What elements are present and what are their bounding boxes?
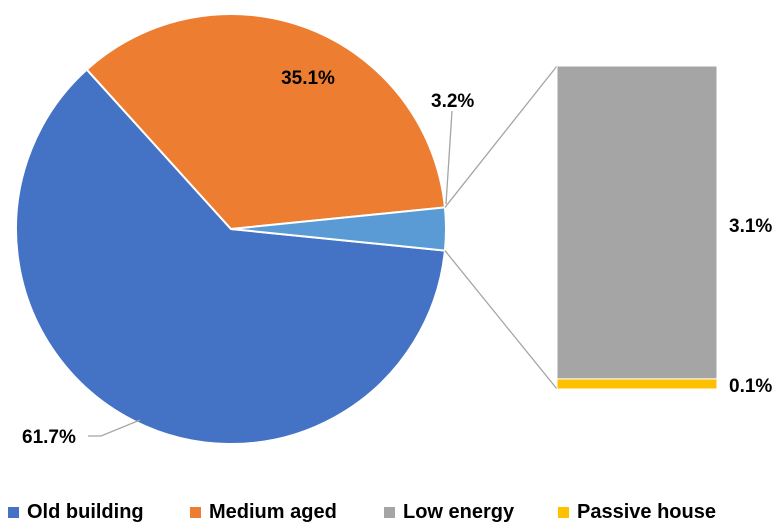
legend-swatch-passive-house [558,507,569,518]
stacked-bar [556,65,718,390]
legend-label-passive-house: Passive house [577,501,716,523]
connector-lines [444,65,558,390]
legend-swatch-low-energy [384,507,395,518]
data-label-low-energy: 3.1% [729,216,772,237]
legend-item-passive-house: Passive house [558,501,716,524]
legend-label-medium-aged: Medium aged [209,501,337,523]
legend-item-medium-aged: Medium aged [190,501,337,524]
pie-slice-old-building [15,68,447,445]
connector-line-bottom [444,250,558,390]
data-label-other: 3.2% [431,91,474,112]
leader-line-other [445,110,453,205]
connector-line-top [444,65,558,208]
data-label-passive-house: 0.1% [729,376,772,397]
legend-swatch-old-building [8,507,19,518]
legend-swatch-medium-aged [190,507,201,518]
data-labels: 61.7% 35.1% 3.2% 3.1% 0.1% [22,68,772,448]
pie-slice-other [230,206,447,252]
data-label-old-building: 61.7% [22,427,76,448]
bar-segment-passive-house [556,378,718,390]
leader-line-old-building [88,419,141,437]
data-label-medium-aged: 35.1% [281,68,335,89]
legend: Old building Medium aged Low energy Pass… [0,497,779,527]
legend-item-low-energy: Low energy [384,501,514,524]
pie-slice-medium-aged [85,13,447,231]
bar-segment-low-energy [556,65,718,380]
pie [15,13,447,445]
legend-item-old-building: Old building [8,501,144,524]
legend-label-low-energy: Low energy [403,501,515,523]
legend-label-old-building: Old building [27,501,144,523]
